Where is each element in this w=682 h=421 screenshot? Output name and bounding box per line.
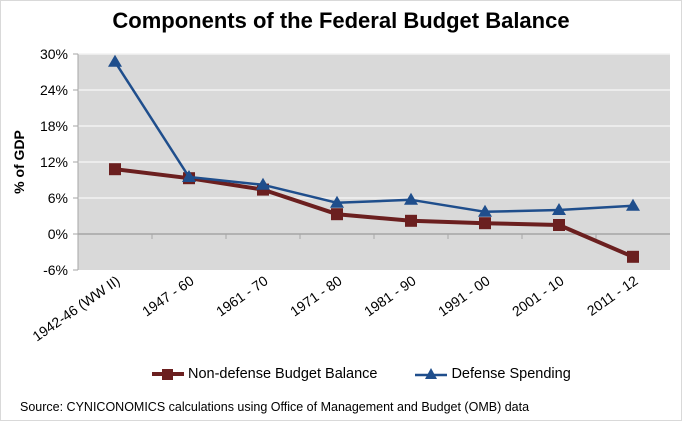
x-tick-label: 1991 - 00	[435, 272, 493, 319]
data-point-non-defense	[553, 219, 565, 231]
x-tick-label: 1961 - 70	[213, 272, 271, 319]
chart-title: Components of the Federal Budget Balance	[112, 8, 570, 33]
legend-item-non-defense: Non-defense Budget Balance	[150, 366, 377, 382]
data-point-defense	[182, 170, 196, 182]
data-point-defense	[478, 204, 492, 217]
data-point-defense	[404, 192, 418, 205]
x-tick-label: 2001 - 10	[509, 272, 567, 319]
source-note: Source: CYNICONOMICS calculations using …	[20, 400, 530, 414]
legend-label-non-defense: Non-defense Budget Balance	[188, 366, 378, 382]
y-tick-label: 18%	[40, 118, 68, 134]
legend-square-marker-icon	[152, 369, 184, 380]
x-tick-label: 1971 - 80	[287, 272, 345, 319]
y-tick-label: 6%	[48, 190, 68, 206]
y-tick-label: -6%	[43, 262, 68, 278]
data-point-defense	[256, 177, 270, 190]
data-point-defense	[330, 195, 344, 208]
data-point-defense	[552, 203, 566, 215]
series-line-defense	[113, 61, 634, 214]
y-axis-label: % of GDP	[11, 130, 27, 194]
y-tick-label: 30%	[40, 46, 68, 62]
data-point-defense	[626, 198, 640, 211]
y-tick-label: 24%	[40, 82, 68, 98]
y-tick-label: 0%	[48, 226, 68, 242]
data-point-non-defense	[627, 250, 639, 263]
data-point-non-defense	[479, 217, 491, 230]
legend-triangle-marker-icon	[415, 368, 448, 379]
legend-item-defense: Defense Spending	[413, 366, 571, 382]
x-tick-label: 1942-46 (WW II)	[29, 272, 122, 344]
x-tick-label: 1981 - 90	[361, 272, 419, 319]
legend-label-defense: Defense Spending	[451, 366, 571, 382]
y-tick-label: 12%	[40, 154, 68, 170]
x-tick-label: 2011 - 12	[584, 272, 641, 319]
data-point-non-defense	[405, 214, 417, 227]
legend: Non-defense Budget Balance Defense Spend…	[150, 366, 607, 382]
series-line-non-defense	[114, 167, 634, 259]
x-tick-label: 1947 - 60	[139, 272, 197, 319]
data-point-non-defense	[331, 208, 343, 221]
data-point-non-defense	[109, 163, 121, 176]
data-point-defense	[108, 54, 122, 67]
